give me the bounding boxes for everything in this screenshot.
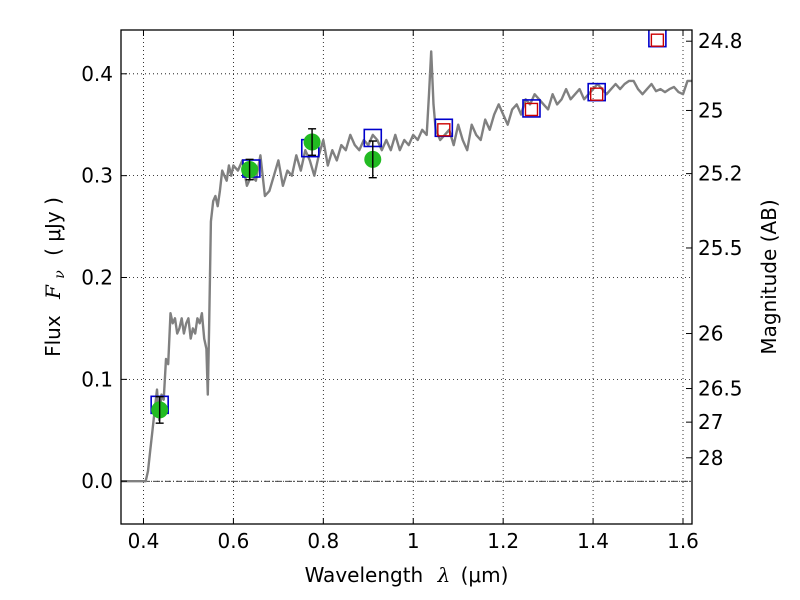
x-tick-label: 1.2 [487, 529, 519, 553]
y-tick-label: 0.0 [81, 469, 113, 493]
magnitude-tick-label: 28 [698, 446, 723, 470]
magnitude-tick-label: 25.5 [698, 236, 743, 260]
x-tick-label: 0.4 [128, 529, 160, 553]
y-tick-label: 0.4 [81, 62, 113, 86]
model-filter-flux-small-square [524, 102, 539, 117]
magnitude-tick-label: 25 [698, 98, 723, 122]
y-axis-left-label-text: Flux [41, 315, 65, 357]
magnitude-tick-label: 25.2 [698, 162, 743, 186]
model-filter-flux-small-square [437, 123, 451, 137]
plot-layer [121, 30, 692, 483]
y-axis-right-label: Magnitude (AB) [757, 199, 781, 354]
model-spectrum-line [121, 50, 692, 483]
model-filter-flux-square [522, 99, 541, 118]
x-tick-label: 0.6 [217, 529, 249, 553]
y-axis-left-label-subscript: ν [52, 270, 68, 279]
y-tick-label: 0.3 [81, 164, 113, 188]
model-filter-flux-small-square [589, 87, 604, 101]
y-axis-left-label-unit: ( μJy ) [41, 197, 65, 256]
grid-layer [121, 30, 692, 524]
model-filter-flux-small-square [650, 33, 665, 47]
magnitude-tick-label: 27 [698, 410, 723, 434]
x-tick-label: 1.4 [577, 529, 609, 553]
magnitude-tick-label: 26 [698, 322, 723, 346]
x-axis-label-symbol: λ [437, 563, 451, 587]
y-tick-label: 0.1 [81, 367, 113, 391]
x-axis-label-unit: (μm) [461, 563, 509, 587]
plot-frame [120, 29, 693, 525]
magnitude-tick-label: 26.5 [698, 377, 743, 401]
y-axis-left-label-symbol: F [41, 284, 65, 300]
y-axis-left-label: Flux F ν ( μJy ) [41, 197, 69, 357]
x-axis-label-text: Wavelength [305, 563, 424, 587]
x-tick-label: 1 [407, 529, 420, 553]
y-tick-label: 0.2 [81, 266, 113, 290]
x-tick-label: 0.8 [307, 529, 339, 553]
tick-layer: 0.4 0.6 0.8 1 1.2 1.4 1.6 0.0 0.1 0.2 0.3 0.4 24.8 25… [81, 29, 742, 553]
magnitude-tick-label: 24.8 [698, 29, 743, 53]
x-axis-label: Wavelength λ (μm) [305, 563, 509, 587]
x-tick-label: 1.6 [667, 529, 699, 553]
